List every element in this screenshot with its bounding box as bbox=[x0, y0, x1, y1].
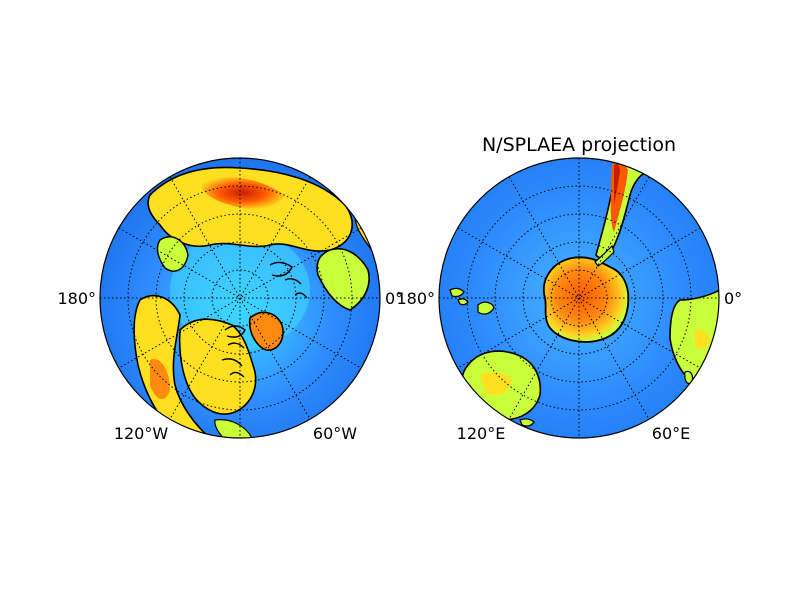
south-graticule bbox=[439, 158, 719, 438]
south-label-bottom-left: 120°E bbox=[457, 424, 506, 443]
south-label-left: 180° bbox=[396, 289, 435, 308]
south-map-boundary bbox=[438, 157, 720, 439]
north-label-bottom-left: 120°W bbox=[114, 424, 169, 443]
north-label-bottom-right: 60°W bbox=[313, 424, 357, 443]
south-label-bottom-right: 60°E bbox=[652, 424, 690, 443]
north-label-left: 180° bbox=[57, 289, 96, 308]
south-polar-map: 180° 0° 120°E 60°E bbox=[396, 157, 742, 443]
north-label-right: 0° bbox=[385, 289, 403, 308]
north-graticule bbox=[100, 158, 380, 438]
south-label-right: 0° bbox=[724, 289, 742, 308]
north-polar-map: 180° 0° 120°W 60°W bbox=[57, 157, 403, 443]
figure-title: N/SPLAEA projection bbox=[482, 134, 676, 156]
north-map-boundary bbox=[99, 157, 381, 439]
